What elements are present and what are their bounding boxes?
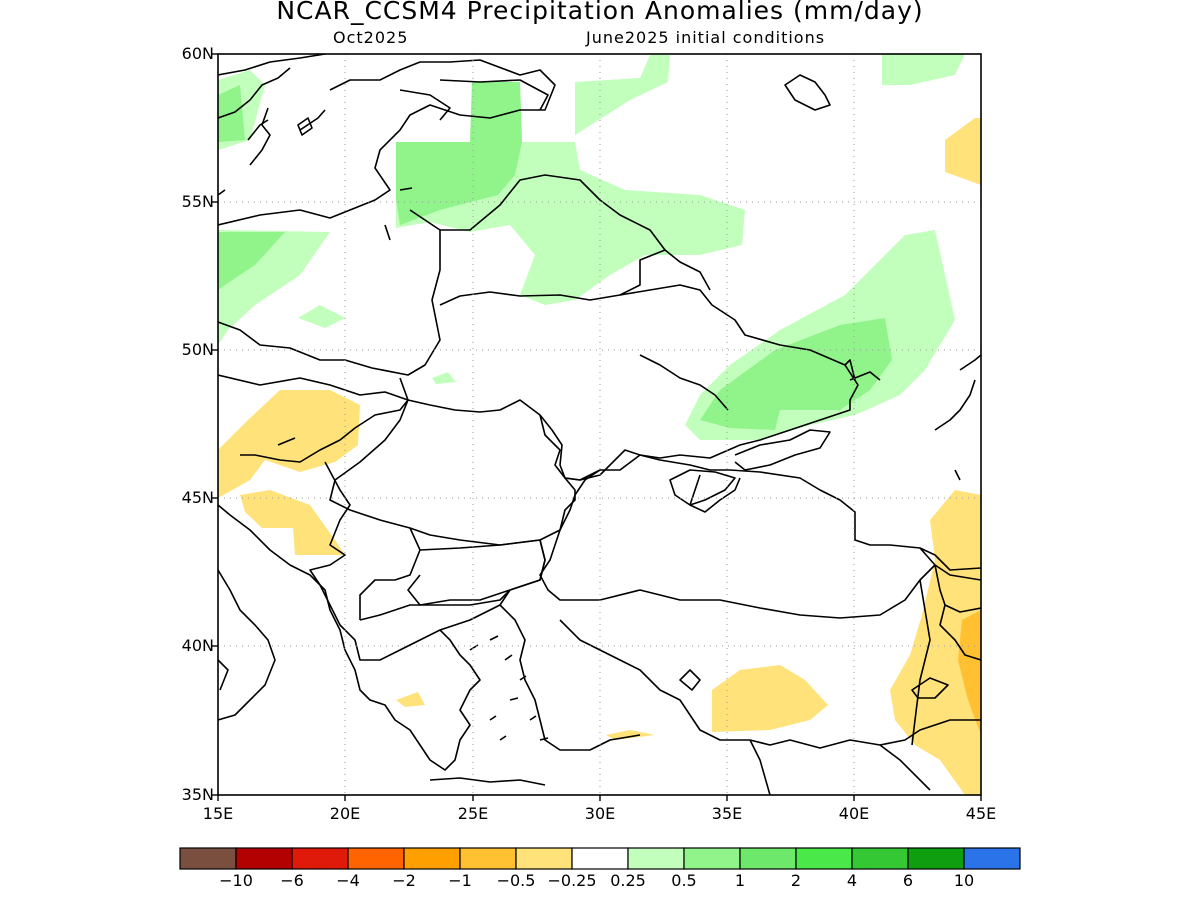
russia-east-border [664, 249, 856, 381]
colorbar-label: −1 [448, 871, 472, 890]
colorbar-swatch [571, 847, 629, 870]
colorbar-swatch [515, 847, 573, 870]
lon-label-45e: 45E [965, 804, 997, 823]
anomaly-area-adriatic [240, 490, 345, 555]
adriatic-coast [218, 504, 346, 651]
lake-tuz [679, 669, 701, 691]
ladoga [784, 74, 831, 111]
colorbar-swatch [795, 847, 853, 870]
anomaly-area-turkey [712, 665, 828, 732]
initial-conditions: June2025 initial conditions [586, 28, 826, 47]
lake-van [911, 677, 949, 699]
gotland [297, 117, 313, 136]
sweden-south-coast [249, 107, 326, 166]
colorbar-swatch [235, 847, 293, 870]
gulf-of-finland [399, 79, 549, 121]
moldova-border [539, 414, 601, 481]
colorbar-label: −10 [219, 871, 253, 890]
colorbar-label: 1 [734, 871, 746, 890]
lon-label-40e: 40E [838, 804, 870, 823]
forecast-month: Oct2025 [333, 28, 409, 47]
lon-label-25e: 25E [457, 804, 489, 823]
colorbar-label: 0.5 [671, 871, 697, 890]
colorbar-swatch [291, 847, 349, 870]
scandinavia-coast [218, 54, 326, 196]
volga-river [639, 354, 881, 411]
anomaly-area-greece [396, 692, 425, 707]
balaton [277, 437, 296, 446]
anomaly-area-small [432, 372, 456, 384]
colorbar-swatch [851, 847, 909, 870]
poland-border [218, 209, 441, 376]
azov-sea [734, 429, 831, 471]
colorbar-swatch [963, 847, 1021, 870]
colorbar-label: 2 [790, 871, 802, 890]
italy-coast [218, 569, 276, 721]
anomaly-area-caucasus [890, 490, 981, 795]
turkey-aegean-coast [499, 604, 641, 751]
coastlines-borders [218, 54, 981, 795]
colorbar-swatch [347, 847, 405, 870]
germany-czech-border [218, 374, 409, 463]
crimea [669, 469, 736, 506]
colorbar-swatch [739, 847, 797, 870]
caspian-coast [934, 354, 981, 481]
colorbar-label: −0.5 [496, 871, 536, 890]
anomaly-shading [218, 54, 981, 795]
colorbar-swatch [907, 847, 965, 870]
colorbar-label: 4 [846, 871, 858, 890]
greece-border [359, 589, 511, 621]
colorbar-label: −6 [280, 871, 304, 890]
colorbar-swatch [459, 847, 517, 870]
colorbar-label: 10 [953, 871, 975, 890]
lat-label-50n: 50N [181, 340, 214, 359]
lon-label-35e: 35E [711, 804, 743, 823]
lat-label-55n: 55N [181, 192, 214, 211]
crete [429, 777, 546, 786]
colorbar-label: −4 [336, 871, 360, 890]
lon-label-30e: 30E [584, 804, 616, 823]
lon-label-15e: 15E [202, 804, 234, 823]
anomaly-area-poland-small [298, 305, 345, 328]
anomaly-area-caucasus-core [958, 610, 981, 735]
lon-label-20e: 20E [329, 804, 361, 823]
colorbar-label: 6 [902, 871, 914, 890]
aegean-islands [469, 635, 549, 741]
map-title: NCAR_CCSM4 Precipitation Anomalies (mm/d… [276, 0, 924, 25]
colorbar-label: −0.25 [547, 871, 597, 890]
lat-label-40n: 40N [181, 636, 214, 655]
colorbar-label: −2 [392, 871, 416, 890]
baltic-coast-east [218, 59, 556, 226]
colorbar-label: 0.25 [610, 871, 646, 890]
anomaly-area-north [575, 55, 670, 135]
saaremaa [384, 187, 413, 241]
caucasus-borders [911, 547, 981, 746]
anomaly-area-northeast-dry [945, 118, 981, 185]
anomaly-area-west-core [218, 232, 285, 290]
lat-label-35n: 35N [181, 785, 214, 804]
bulgaria-border [407, 539, 546, 606]
anomaly-area-northeast [882, 54, 965, 85]
syria-iraq-border [749, 739, 931, 795]
anomaly-area-alps [218, 390, 360, 498]
anomaly-area-turkey-south [606, 730, 655, 740]
colorbar [179, 847, 1021, 870]
hungary-romania-border [329, 399, 576, 546]
anomaly-area-east-core [700, 318, 892, 430]
colorbar-swatch [403, 847, 461, 870]
lat-label-60n: 60N [181, 44, 214, 63]
lat-label-45n: 45N [181, 488, 214, 507]
colorbar-swatch [179, 847, 237, 870]
colorbar-swatch [683, 847, 741, 870]
greece-coast [344, 629, 481, 771]
black-sea-coast [539, 454, 981, 619]
ukraine-border [399, 284, 859, 481]
colorbar-swatch [627, 847, 685, 870]
axis-ticks [212, 53, 982, 801]
